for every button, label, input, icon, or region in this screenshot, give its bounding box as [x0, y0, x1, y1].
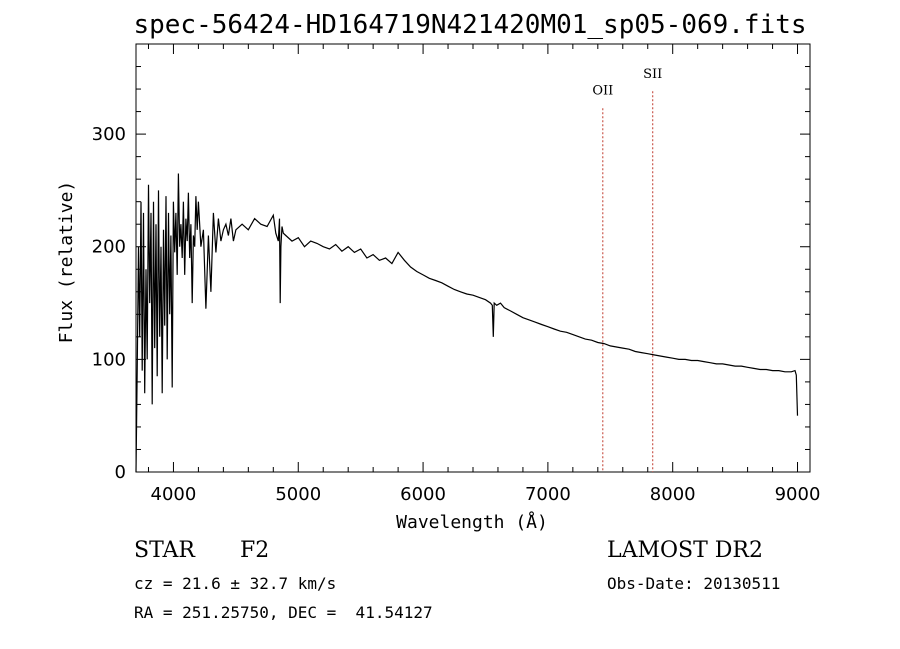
chart-title: spec-56424-HD164719N421420M01_sp05-069.f… [133, 10, 806, 40]
line-label: SII [643, 67, 662, 82]
spectral-subclass: F2 [240, 538, 270, 563]
redshift-line: cz = 21.6 ± 32.7 km/s [134, 574, 337, 593]
x-tick-label: 9000 [775, 484, 821, 505]
object-type: STAR [134, 538, 195, 563]
y-axis-label: Flux (relative) [56, 181, 77, 344]
line-label: OII [592, 84, 613, 99]
x-tick-label: 7000 [525, 484, 571, 505]
obs-date-line: Obs-Date: 20130511 [607, 574, 781, 593]
plot-frame [135, 43, 811, 473]
axis-ticks: 4000 5000 6000 7000 8000 9000 0 100 200 300 [92, 44, 821, 505]
x-tick-label: 4000 [151, 484, 197, 505]
x-tick-label: 5000 [275, 484, 321, 505]
y-tick-label: 300 [92, 124, 126, 145]
coordinates-line: RA = 251.25750, DEC = 41.54127 [134, 603, 433, 622]
x-tick-label: 8000 [650, 484, 696, 505]
x-axis-label: Wavelength (Å) [396, 511, 548, 533]
y-tick-label: 100 [92, 349, 126, 370]
y-tick-label: 200 [92, 237, 126, 258]
survey-release: LAMOST DR2 [607, 538, 763, 563]
line-annotations: OII SII [592, 67, 662, 472]
spectrum-series-line [135, 173, 799, 473]
x-tick-label: 6000 [400, 484, 446, 505]
y-tick-label: 0 [115, 462, 126, 483]
